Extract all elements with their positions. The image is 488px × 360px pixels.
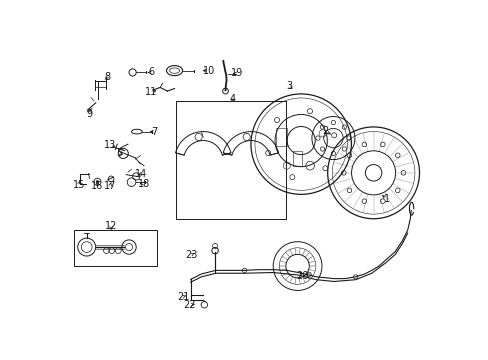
Text: 12: 12	[105, 221, 117, 230]
Text: 22: 22	[183, 300, 196, 310]
Text: 19: 19	[230, 68, 242, 78]
Circle shape	[96, 180, 99, 183]
Text: 23: 23	[185, 249, 197, 260]
Text: 9: 9	[86, 109, 92, 119]
Text: 16: 16	[91, 181, 103, 191]
Bar	[276, 128, 286, 146]
Text: 17: 17	[103, 181, 116, 191]
Text: 15: 15	[73, 180, 85, 190]
Text: 10: 10	[203, 66, 215, 76]
Text: 21: 21	[177, 292, 189, 302]
Text: 14: 14	[135, 169, 147, 179]
Text: 7: 7	[151, 127, 157, 136]
Text: 5: 5	[116, 148, 122, 158]
Text: 2: 2	[322, 126, 328, 136]
Text: 11: 11	[145, 87, 157, 97]
Bar	[292, 151, 302, 166]
Bar	[176, 101, 285, 220]
Text: 13: 13	[103, 140, 116, 150]
Text: 3: 3	[285, 81, 291, 91]
Text: 20: 20	[296, 271, 308, 281]
Text: 8: 8	[104, 72, 110, 82]
Text: 1: 1	[383, 194, 389, 204]
Text: 4: 4	[229, 94, 236, 104]
Bar	[74, 230, 156, 266]
Text: 6: 6	[148, 67, 154, 77]
Text: 18: 18	[138, 179, 150, 189]
